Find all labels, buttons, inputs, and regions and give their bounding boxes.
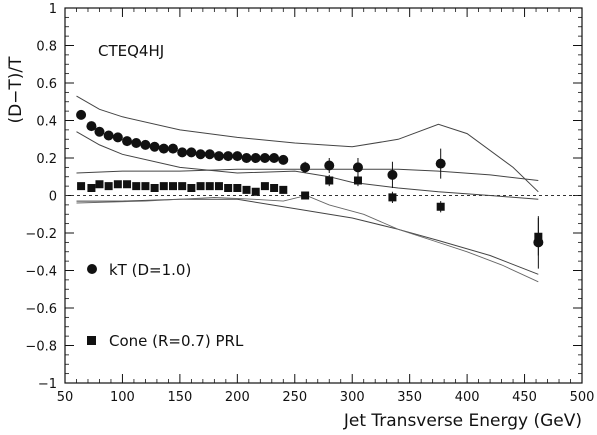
kt-point [140,139,151,150]
cone-point [301,191,310,200]
kt-point [213,151,224,162]
kt-point [149,141,160,152]
kt-point [76,109,87,120]
kt-point [122,136,133,147]
kt-point [131,138,142,148]
cone-point [77,182,86,191]
cone-point [436,202,445,211]
x-tick-label: 450 [512,390,537,405]
y-tick-label: 0.4 [36,115,57,130]
tick-labels: 50 100 150 200 250 300 350 400 450 500 −1 −0.8 −0.6 −… [25,2,594,405]
data-points [76,109,544,269]
cone-point [123,180,132,189]
legend-marker-circle [87,264,97,274]
x-tick-label: 250 [282,390,307,405]
annotation-label: CTEQ4HJ [98,42,164,60]
axis-ticks [64,7,583,384]
x-tick-label: 150 [167,390,192,405]
kt-point [103,130,114,141]
cone-point [95,180,104,189]
cone-point [159,182,168,191]
kt-point [269,153,280,163]
cone-point [104,182,113,191]
kt-point [387,169,398,180]
kt-point [195,149,206,160]
kt-point [158,143,169,154]
kt-point [241,153,252,163]
kt-point [112,132,123,143]
legend-marker-square [87,336,96,345]
kT-systematic-band-lower [76,131,539,200]
cone-point [187,184,196,192]
legend-label-cone: Cone (R=0.7) PRL [109,332,244,350]
x-tick-label: 100 [110,390,135,405]
cone-point [214,182,223,191]
cone-point [325,176,334,185]
y-tick-label: 0 [49,190,57,205]
y-tick-label: −1 [38,377,57,392]
x-tick-label: 50 [57,390,74,405]
y-axis-title: (D−T)/T [6,56,26,124]
y-tick-label: 0.6 [36,77,57,92]
kt-point [167,143,178,154]
kt-point [204,149,215,160]
kT-systematic-band-upper [76,95,539,193]
kt-point [324,160,335,171]
x-axis-title: Jet Transverse Energy (GeV) [343,411,582,431]
x-tick-label: 400 [455,390,480,405]
kt-point [232,151,243,162]
cone-systematic-band-upper [76,168,539,181]
kt-point [250,153,261,163]
cone-point [242,185,251,194]
y-tick-label: 0.8 [36,40,57,55]
cone-point [388,193,397,202]
cone-point [168,182,177,191]
cone-point [251,187,260,196]
cone-point [233,184,242,192]
y-tick-label: 0.2 [36,152,57,167]
y-tick-label: −0.8 [25,340,57,355]
cone-point [132,182,141,191]
cone-point [205,182,214,191]
x-tick-label: 350 [397,390,422,405]
kt-point [86,121,97,132]
kt-point [94,126,105,137]
kt-point [223,151,234,162]
kt-point [352,162,363,173]
kt-point [186,147,197,158]
cone-point [87,184,96,192]
kt-point [300,162,311,173]
x-tick-label: 200 [225,390,250,405]
cone-point [534,232,543,241]
cone-point [270,184,279,192]
legend-label-kt: kT (D=1.0) [109,261,191,279]
kt-point [435,158,446,169]
y-tick-label: −0.6 [25,302,57,317]
x-tick-label: 300 [340,390,365,405]
y-tick-label: 1 [49,2,57,17]
y-tick-label: −0.4 [25,265,57,280]
legend: kT (D=1.0) Cone (R=0.7) PRL [87,261,244,350]
systematic-bands [76,95,539,283]
cone-point [260,182,269,191]
kt-point [259,153,270,163]
cone-point [113,180,122,189]
cone-point [196,182,205,191]
cone-point [224,184,233,192]
x-tick-label: 500 [570,390,595,405]
cone-point [150,184,159,192]
wavy-middle-curve [76,195,539,283]
kt-point [278,154,289,165]
cone-point [279,185,288,194]
y-tick-label: −0.2 [25,227,57,242]
cone-point [353,176,362,185]
kt-point [177,147,188,158]
cone-point [178,182,187,191]
cone-point [141,182,150,191]
